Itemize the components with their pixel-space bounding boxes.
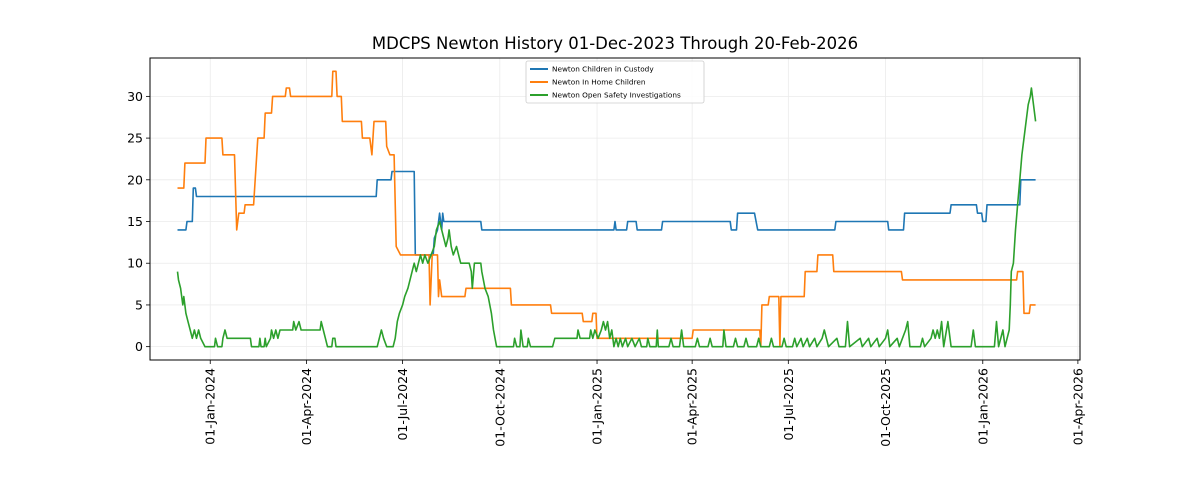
x-tick-label: 01-Apr-2026 — [1070, 368, 1085, 445]
legend-label-in-home: Newton In Home Children — [552, 78, 646, 87]
x-axis: 01-Jan-2024 01-Apr-2024 01-Jul-2024 01-Oct-… — [203, 360, 1085, 447]
y-tick-label: 15 — [127, 214, 143, 229]
y-tick-label: 25 — [127, 131, 143, 146]
series-line-in-home-children — [177, 70, 1036, 348]
series-line-open-safety-investigations — [176, 87, 1037, 348]
x-tick-label: 01-Apr-2025 — [685, 368, 700, 445]
x-tick-label: 01-Jul-2024 — [395, 368, 410, 441]
series-layer — [176, 70, 1037, 348]
legend-label-investigations: Newton Open Safety Investigations — [552, 91, 681, 100]
x-tick-label: 01-Apr-2024 — [299, 368, 314, 445]
y-tick-label: 20 — [127, 172, 143, 187]
x-tick-label: 01-Jan-2025 — [590, 368, 605, 445]
y-tick-label: 0 — [135, 339, 143, 354]
x-tick-label: 01-Oct-2024 — [492, 368, 507, 447]
series-line-children-in-custody — [177, 170, 1036, 256]
plot-frame — [149, 57, 1081, 361]
y-tick-label: 30 — [127, 89, 143, 104]
legend: Newton Children in Custody Newton In Hom… — [525, 60, 705, 104]
y-axis: 0 5 10 15 20 25 30 — [127, 89, 150, 354]
chart-title: MDCPS Newton History 01-Dec-2023 Through… — [372, 34, 858, 53]
x-tick-label: 01-Jan-2024 — [203, 368, 218, 445]
x-tick-label: 01-Jan-2026 — [975, 368, 990, 445]
x-tick-label: 01-Jul-2025 — [781, 368, 796, 441]
x-tick-label: 01-Oct-2025 — [878, 368, 893, 447]
y-tick-label: 10 — [127, 256, 143, 271]
y-tick-label: 5 — [135, 297, 143, 312]
legend-box — [525, 60, 705, 104]
legend-label-custody: Newton Children in Custody — [552, 65, 654, 74]
